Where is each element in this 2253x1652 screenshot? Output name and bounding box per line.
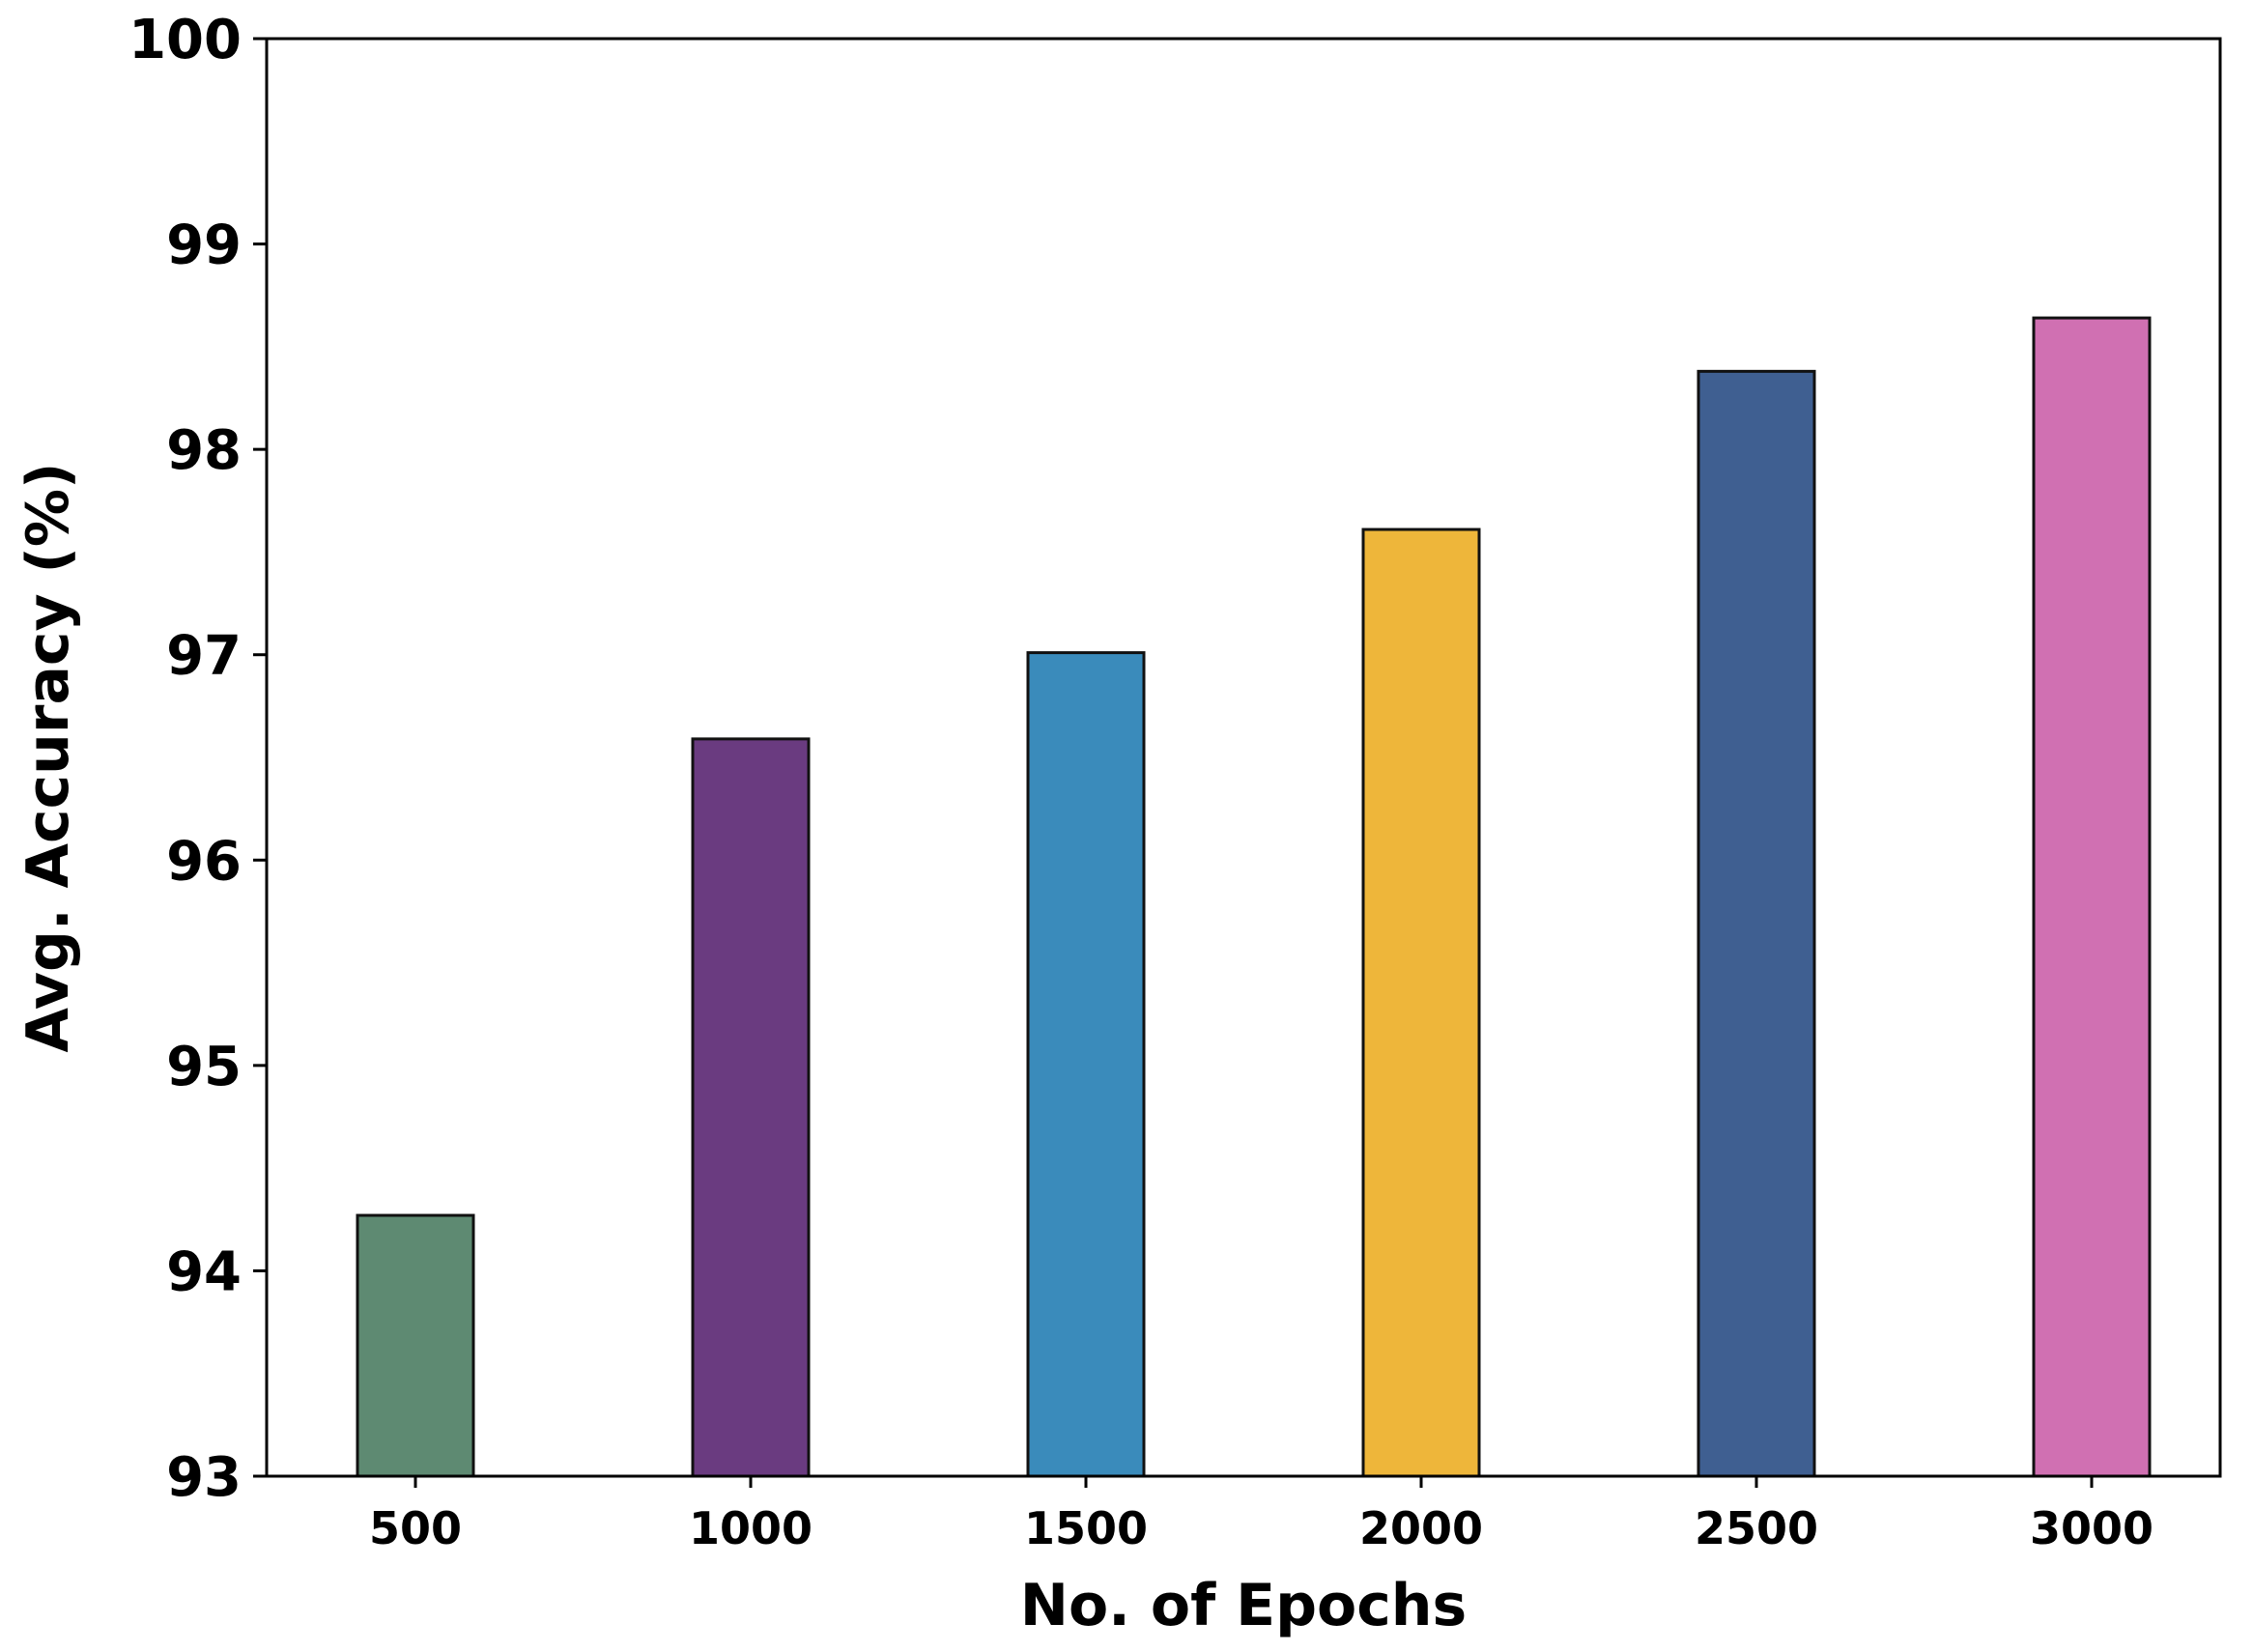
x-tick-label: 2500 [1695,1502,1818,1554]
bars-group [356,316,2152,1478]
y-tick-label: 97 [166,625,242,688]
x-axis-label: No. of Epochs [1020,1572,1467,1639]
bar-500 [356,1213,475,1478]
x-tick-label: 1000 [689,1502,813,1554]
x-tick-label: 1500 [1024,1502,1148,1554]
plot-frame [265,37,2222,1478]
bar-2500 [1697,369,1816,1478]
y-tick-label: 98 [166,419,242,482]
x-tick-label: 2000 [1359,1502,1483,1554]
y-tick-label: 96 [166,830,242,893]
y-tick-label: 94 [166,1240,242,1303]
x-tick-label: 3000 [2030,1502,2153,1554]
bar-3000 [2032,316,2152,1478]
y-tick-label: 95 [166,1036,242,1098]
bar-1500 [1026,651,1146,1478]
bar-1000 [691,737,811,1478]
y-tick-label: 99 [166,214,242,277]
x-axis: 500 1000 1500 2000 2500 3000 [369,1476,2153,1554]
y-axis: 93 94 95 96 97 98 99 100 [128,9,267,1509]
y-tick-label: 100 [128,9,242,71]
y-axis-label: Avg. Accuracy (%) [14,463,82,1053]
bar-2000 [1361,527,1481,1478]
x-tick-label: 500 [369,1502,462,1554]
y-tick-label: 93 [166,1446,242,1509]
